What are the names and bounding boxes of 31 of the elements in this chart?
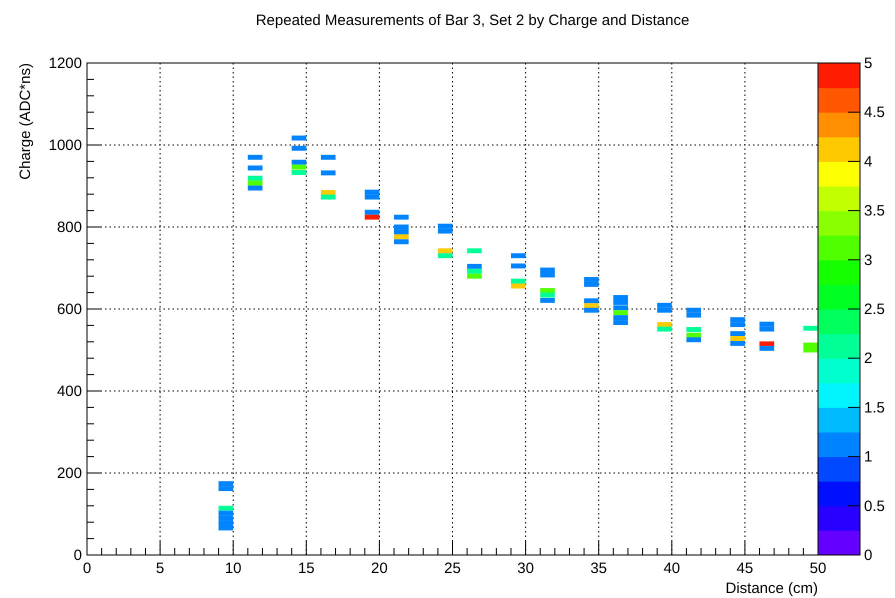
- color-bar-label: 1.5: [864, 399, 885, 416]
- color-bar-label: 3: [864, 252, 872, 269]
- y-tick-label: 1200: [48, 55, 82, 72]
- color-bar-label: 0: [864, 547, 872, 564]
- chart-title: Repeated Measurements of Bar 3, Set 2 by Charge and Distance: [256, 12, 690, 29]
- color-bar-label: 4: [864, 153, 872, 170]
- x-tick-label: 50: [810, 560, 826, 577]
- color-bar-label: 1: [864, 448, 872, 466]
- x-tick-label: 45: [736, 560, 754, 577]
- y-tick-label: 1000: [48, 137, 82, 154]
- color-bar-label: 2.5: [864, 301, 885, 318]
- y-axis-title: Charge (ADC*ns): [17, 63, 34, 180]
- x-tick-label: 30: [517, 560, 534, 577]
- x-axis-title: Distance (cm): [725, 580, 818, 597]
- color-bar-label: 5: [864, 55, 872, 72]
- color-bar-label: 0.5: [864, 498, 885, 515]
- color-bar-label: 2: [864, 350, 872, 368]
- x-tick-label: 40: [663, 560, 680, 577]
- x-tick-label: 35: [590, 560, 608, 577]
- y-tick-label: 400: [56, 383, 82, 400]
- y-tick-label: 200: [56, 465, 82, 482]
- color-bar-label: 4.5: [864, 104, 885, 122]
- y-tick-label: 800: [56, 219, 82, 236]
- color-bar-label: 3.5: [864, 202, 885, 220]
- x-tick-label: 10: [224, 560, 242, 577]
- x-tick-label: 25: [444, 560, 461, 577]
- x-tick-label: 20: [371, 560, 388, 577]
- x-tick-label: 5: [156, 560, 164, 577]
- x-tick-label: 15: [298, 560, 315, 577]
- y-tick-label: 600: [56, 301, 82, 318]
- y-tick-label: 0: [74, 547, 82, 564]
